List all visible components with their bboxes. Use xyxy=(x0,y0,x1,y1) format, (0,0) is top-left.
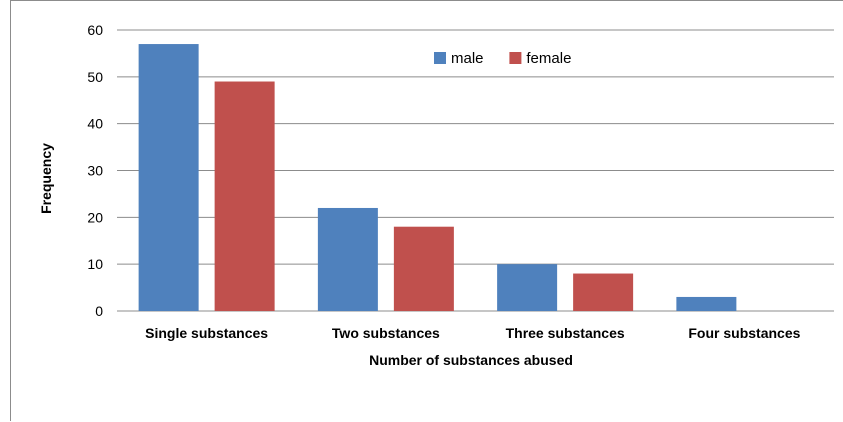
bar-female xyxy=(573,273,634,311)
y-tick-label: 60 xyxy=(87,22,103,38)
y-tick-label: 10 xyxy=(87,256,103,272)
legend-swatch-male xyxy=(434,52,446,64)
legend-label-male: male xyxy=(451,50,484,67)
x-tick-label: Four substances xyxy=(688,325,800,341)
y-tick-label: 40 xyxy=(87,116,103,132)
y-axis-title: Frequency xyxy=(38,143,54,214)
legend: male female xyxy=(434,50,571,67)
y-tick-label: 0 xyxy=(95,303,103,319)
bar-male xyxy=(317,207,378,311)
y-tick-label: 20 xyxy=(87,209,103,225)
bar-chart: 0 10 20 30 40 50 60 Single substances Two subst… xyxy=(38,22,834,368)
x-tick-label: Two substances xyxy=(332,325,440,341)
x-tick-label: Single substances xyxy=(145,325,268,341)
x-axis: Single substances Two substances Three sub… xyxy=(145,325,800,341)
y-axis-ticks: 0 10 20 30 40 50 60 xyxy=(87,22,103,319)
bar-male xyxy=(138,44,199,312)
bar-male xyxy=(676,296,737,311)
chart-frame: 0 10 20 30 40 50 60 Single substances Two subst… xyxy=(10,0,843,421)
bar-female xyxy=(214,81,275,312)
legend-swatch-female xyxy=(509,52,522,64)
bar-male xyxy=(497,264,558,311)
y-tick-label: 50 xyxy=(87,69,103,85)
bars xyxy=(138,44,737,312)
x-axis-title: Number of substances abused xyxy=(369,352,573,368)
x-tick-label: Three substances xyxy=(506,325,625,341)
y-tick-label: 30 xyxy=(87,163,103,179)
bar-female xyxy=(393,226,454,311)
legend-label-female: female xyxy=(526,50,571,67)
